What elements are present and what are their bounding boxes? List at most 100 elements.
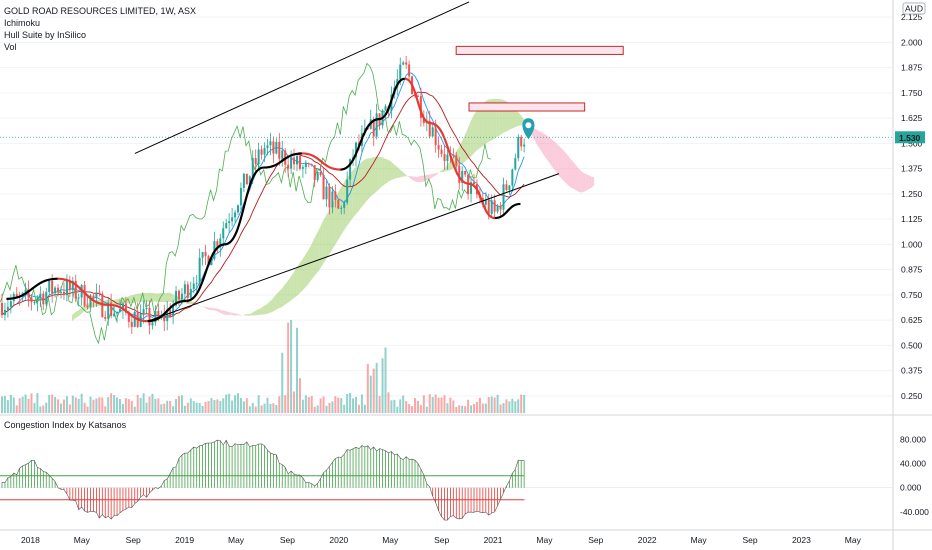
price-tick-label: 0.625 [901, 315, 923, 325]
cloud-segment [396, 166, 400, 179]
candle-body [310, 164, 313, 166]
volume-bar [74, 397, 77, 413]
indicator-ichimoku[interactable]: Ichimoku [4, 18, 41, 28]
hull-segment [263, 152, 303, 169]
candle-body [452, 155, 455, 157]
cloud-segment [546, 135, 550, 164]
cloud-segment [337, 188, 341, 241]
volume-bar [293, 391, 296, 413]
cloud-segment [535, 128, 539, 147]
cloud-segment [169, 292, 173, 303]
volume-bar [77, 398, 80, 413]
candle-body [166, 309, 169, 322]
volume-bar [237, 393, 239, 413]
volume-bar [272, 403, 275, 413]
volume-bar [313, 406, 316, 413]
cloud-segment [561, 148, 565, 182]
volume-bar [133, 406, 136, 413]
volume-bar [275, 405, 278, 413]
candle-body [48, 280, 51, 293]
candle-body [33, 301, 36, 303]
cloud-segment [77, 308, 81, 317]
volume-bar [195, 402, 198, 413]
volume-bar [1, 396, 3, 413]
volume-bar [245, 398, 248, 413]
cloud-segment [378, 156, 382, 190]
candle-body [74, 280, 77, 299]
volume-bar [163, 403, 166, 413]
volume-bar [201, 405, 204, 413]
cloud-segment [240, 314, 244, 316]
candle-body [68, 280, 71, 291]
cloud-segment [414, 176, 418, 183]
volume-bar [225, 394, 228, 413]
time-tick-label: 2018 [21, 535, 40, 545]
time-tick-label: Sep [588, 535, 603, 545]
candle-body [204, 252, 207, 257]
time-tick-label: May [691, 535, 708, 545]
candle-body [375, 113, 378, 137]
hull-segment [147, 299, 187, 323]
cloud-segment [131, 294, 134, 304]
candle-body [464, 170, 467, 175]
indicator-vol[interactable]: Vol [4, 42, 17, 52]
candle-body [222, 228, 225, 239]
volume-bar [399, 399, 402, 413]
price-tick-label: 1.875 [901, 63, 923, 73]
indicator-hull-suite[interactable]: Hull Suite by InSilico [4, 30, 87, 40]
candle-body [98, 292, 101, 294]
cloud-segment [358, 162, 362, 212]
volume-bar [502, 403, 505, 413]
axes: 2.125 2.000 1.875 1.750 1.625 1.500 1.375 1.250… [21, 2, 929, 545]
volume-bar [419, 405, 422, 413]
cloud-segment [479, 104, 483, 149]
indicator-congestion-index[interactable]: Congestion Index by Katsanos [4, 420, 127, 430]
time-tick-label: Sep [742, 535, 757, 545]
candle-body [65, 280, 68, 296]
cloud-segment [464, 129, 468, 163]
cloud-segment [148, 292, 152, 302]
cloud-segment [299, 259, 303, 294]
candle-body [340, 207, 343, 209]
hull-segment [404, 77, 431, 125]
candle-body [514, 158, 517, 170]
cloud-segment [558, 145, 562, 179]
volume-bar [437, 397, 440, 413]
cloud-segment [544, 133, 547, 160]
volume-bar [381, 358, 384, 413]
volume-bar [484, 403, 487, 413]
candle-body [446, 154, 449, 161]
cloud-segment [142, 292, 146, 302]
volume-bar [408, 404, 411, 413]
candle-body [101, 293, 104, 318]
volume-bar [219, 400, 222, 413]
volume-bar [145, 402, 148, 413]
volume-bar [83, 402, 86, 413]
volume-bar [248, 406, 251, 413]
candle-body [110, 302, 113, 316]
volume-bar [24, 394, 27, 413]
volume-bar [121, 403, 124, 413]
volume-bar [470, 405, 473, 413]
volume-bar [116, 397, 119, 413]
volume-bar [231, 400, 234, 413]
candle-body [148, 307, 151, 326]
volume-bar [416, 400, 419, 413]
cloud-segment [269, 298, 273, 313]
volume-bar [157, 398, 160, 413]
candle-body [242, 173, 245, 188]
volume-bar [39, 406, 42, 413]
candle-body [523, 144, 526, 147]
cloud-segment [570, 158, 574, 189]
candle-body [281, 150, 284, 159]
volume-bar [307, 397, 310, 413]
cloud-segment [352, 167, 356, 219]
hull-segment [186, 243, 226, 303]
candle-body [119, 309, 121, 312]
cloud-segment [417, 176, 421, 183]
volume-bar [449, 397, 452, 413]
volume-bar [455, 406, 458, 413]
volume-bar [514, 401, 517, 413]
candle-body [54, 287, 57, 294]
